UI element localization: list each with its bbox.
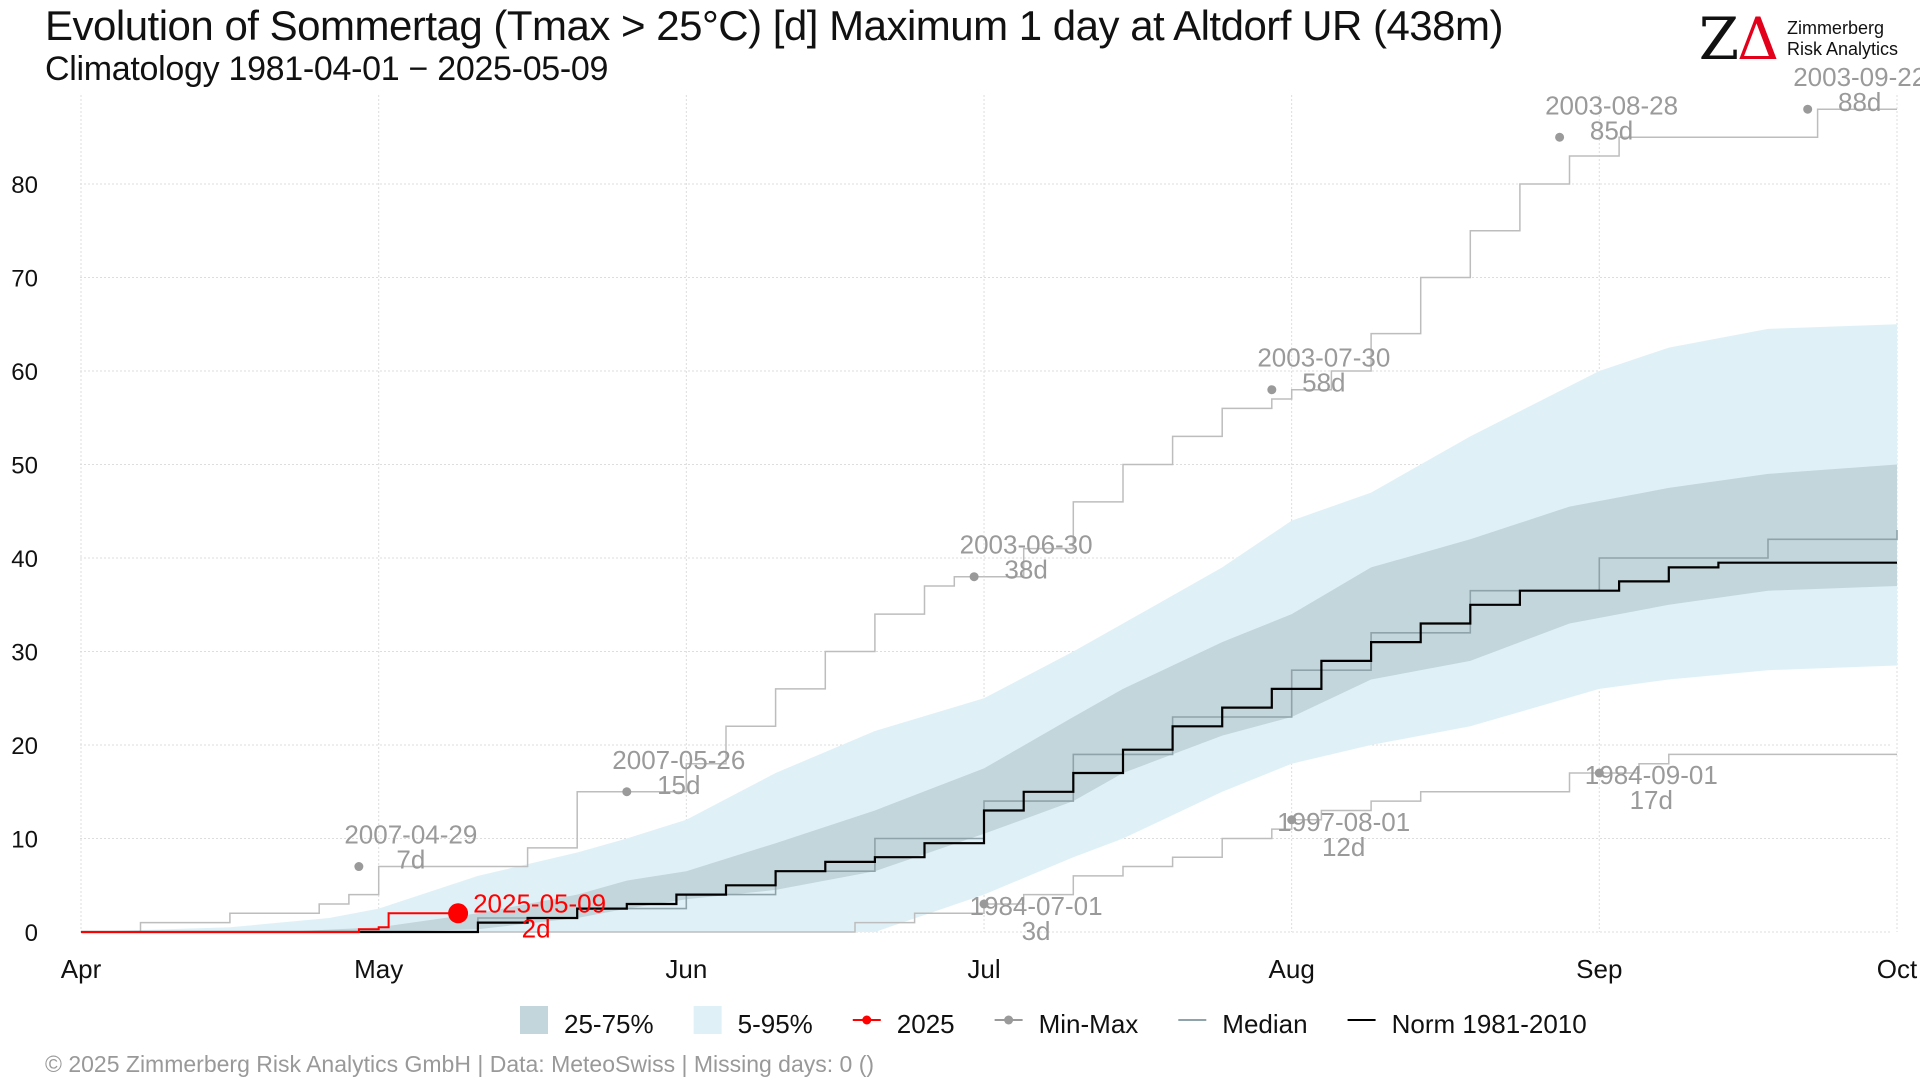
record-point [1594,768,1604,778]
annotation-value: 58d [1302,368,1345,398]
current-year-line [81,912,468,933]
y-tick-label: 40 [11,546,38,573]
record-point [1287,815,1297,825]
chart-title: Evolution of Sommertag (Tmax > 25°C) [d]… [45,2,1504,49]
y-tick-label: 20 [11,733,38,760]
x-tick-label: Sep [1576,954,1622,984]
y-tick-label: 10 [11,827,38,854]
annotation-value: 85d [1590,115,1633,145]
y-tick-label: 50 [11,453,38,480]
x-tick-label: May [354,954,403,984]
legend-label-median: Median [1222,1009,1307,1039]
annotation-value: 17d [1630,785,1673,815]
annotation-date: 2003-07-30 [1257,343,1390,373]
annotation-value: 2d [522,913,551,943]
chart-svg: 0 10 20 30 40 50 60 70 80 Apr May Jun Jul Aug Sep Oct 20… [11,62,1920,1039]
record-point [969,572,979,582]
annotation-date: 1984-07-01 [970,891,1103,921]
norm-line [81,561,1897,934]
y-tick-label: 70 [11,266,38,293]
legend-label-current: 2025 [897,1009,955,1039]
chart-subtitle: Climatology 1981-04-01 − 2025-05-09 [45,50,609,88]
x-tick-label: Oct [1877,954,1918,984]
logo-line-2: Risk Analytics [1786,39,1898,59]
legend-marker-current [862,1015,872,1025]
record-point [1803,104,1813,114]
logo-text: Zimmerberg Risk Analytics [1787,18,1898,60]
annotation-value: 3d [1022,916,1051,946]
annotation-value: 88d [1838,87,1881,117]
legend-label-norm: Norm 1981-2010 [1392,1009,1587,1039]
annotation-value: 38d [1004,555,1047,585]
record-point [979,899,989,909]
logo-line-1: Zimmerberg [1786,18,1884,38]
annotation-value: 7d [396,845,425,875]
x-tick-label: Jun [665,954,707,984]
legend-marker-minmax [1004,1015,1014,1025]
record-point [354,862,364,872]
y-tick-label: 0 [25,920,38,947]
footer-credits: © 2025 Zimmerberg Risk Analytics GmbH | … [45,1051,875,1077]
record-point [622,787,632,797]
x-tick-label: Jul [967,954,1000,984]
x-tick-label: Apr [61,954,102,984]
annotation-date: 2003-09-22 [1793,62,1920,92]
legend-label-minmax: Min-Max [1039,1009,1139,1039]
legend-label-band5: 5-95% [738,1009,813,1039]
annotation-date: 2003-08-28 [1545,90,1678,120]
annotation-date: 1984-09-01 [1585,760,1718,790]
record-point [1555,132,1565,142]
min-line [81,753,1897,933]
y-tick-label: 80 [11,172,38,199]
logo-z: Z [1698,5,1740,73]
annotation-value: 15d [657,770,700,800]
legend-swatch-band25 [520,1006,548,1034]
legend: 25-75% 5-95% 2025 Min-Max Median Norm 1981-20… [520,1006,1587,1039]
annotation-date: 2007-05-26 [612,745,745,775]
legend-label-band25: 25-75% [564,1009,654,1039]
band-5-95 [81,324,1897,932]
current-point [448,903,469,924]
band-25-75 [81,464,1897,932]
annotation-date: 1997-08-01 [1277,807,1410,837]
annotation-date: 2003-06-30 [960,530,1093,560]
y-tick-label: 30 [11,640,38,667]
annotation-value: 12d [1322,832,1365,862]
logo-delta-icon: Δ [1737,5,1779,73]
annotation-date: 2007-04-29 [344,820,477,850]
legend-swatch-band5 [693,1006,722,1034]
x-tick-label: Aug [1269,954,1315,984]
y-tick-label: 60 [11,359,38,386]
record-point [1267,385,1277,395]
max-line [81,108,1897,933]
annotation-date: 2025-05-09 [473,888,606,918]
